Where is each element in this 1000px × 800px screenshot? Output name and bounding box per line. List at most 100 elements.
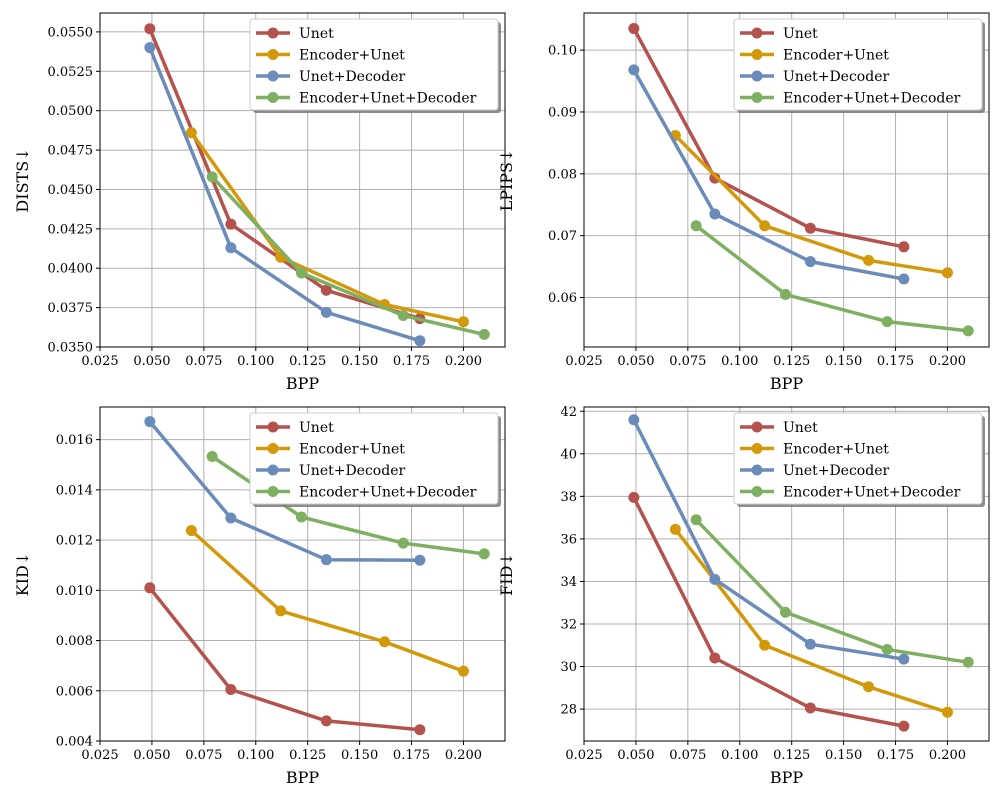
x-tick-label: 0.050 [133,748,170,763]
x-tick-label: 0.050 [617,354,654,369]
series-line-encoder-unet [189,130,466,324]
data-point [804,638,816,650]
legend-marker [267,421,279,433]
x-tick-label: 0.175 [393,748,430,763]
data-point [941,267,953,279]
data-point [709,208,721,220]
plot-frame [583,406,990,742]
x-tick-label: 0.100 [721,748,758,763]
y-tick-label: 0.0350 [48,341,94,356]
legend-label: Unet [783,420,818,436]
data-point [804,702,816,714]
y-tick-label: 0.010 [56,584,93,599]
series-line-unet-decoder [632,68,906,281]
legend-label: Encoder+Unet+Decoder [299,485,477,501]
legend-marker [751,49,763,60]
y-tick-label: 0.0375 [48,301,94,316]
data-point [863,254,875,266]
legend-marker [267,443,279,454]
data-point [206,171,218,183]
chart-panel-1: 0.025 0.050 0.075 0.100 0.125 0.150 0.175 0.200… [13,12,506,393]
plot-frame [99,406,506,742]
legend-box [733,412,983,505]
data-point [295,511,307,523]
x-tick-label: 0.175 [877,354,914,369]
series-line-encoder-unet [673,133,950,275]
data-point [225,218,237,230]
y-tick-label: 0.08 [548,167,577,182]
y-tick-label: 34 [560,575,577,590]
x-tick-label: 0.100 [721,354,758,369]
x-tick-label: 0.025 [81,748,118,763]
x-tick-label: 0.125 [289,354,326,369]
data-point [206,450,218,462]
legend-marker [267,49,279,60]
y-tick-label: 0.0400 [48,262,94,277]
legend-marker [267,464,279,476]
legend-label: Unet+Decoder [299,69,405,85]
data-point [709,652,721,664]
x-tick-label: 0.075 [669,748,706,763]
series-line-encoder-unet-decoder [694,224,970,333]
data-point [628,22,640,34]
plot-frame [99,12,506,348]
data-point [628,64,640,76]
x-tick-label: 0.175 [393,354,430,369]
data-point [144,23,156,35]
legend-marker [751,70,763,82]
legend-label: Encoder+Unet+Decoder [783,91,961,107]
data-point [295,267,307,279]
x-tick-label: 0.100 [237,354,274,369]
legend-label: Unet [783,26,818,42]
x-tick-label: 0.150 [341,748,378,763]
data-point [881,644,893,656]
y-tick-label: 0.004 [56,735,93,750]
x-tick-label: 0.075 [669,354,706,369]
series-line-encoder-unet-decoder [210,175,486,337]
x-tick-label: 0.200 [445,354,482,369]
y-tick-label: 42 [560,405,577,420]
legend-marker [751,27,763,39]
data-point [457,665,469,677]
data-point [863,681,875,693]
legend-label: Encoder+Unet [299,48,405,64]
y-tick-label: 0.014 [56,483,93,498]
legend-label: Unet [299,26,334,42]
data-point [881,316,893,328]
data-point [457,316,469,328]
legend: Unet Encoder+Unet Unet+Decoder Encoder+Unet… [249,412,501,507]
y-tick-label: 0.012 [56,534,93,549]
data-point [709,172,721,184]
legend-marker [267,27,279,39]
data-point [320,554,332,566]
x-tick-label: 0.025 [81,354,118,369]
legend-marker [751,421,763,433]
y-tick-label: 0.006 [56,684,93,699]
data-point [144,416,156,428]
y-tick-label: 0.0425 [48,222,94,237]
data-point [804,256,816,268]
y-tick-label: 0.016 [56,433,93,448]
x-tick-label: 0.125 [773,748,810,763]
data-point [397,537,409,549]
x-axis-label: BPP [286,374,320,393]
y-tick-label: 0.008 [56,634,93,649]
series-line-unet [632,26,906,249]
x-tick-label: 0.150 [825,354,862,369]
y-tick-label: 30 [560,660,577,675]
series-line-encoder-unet-decoder [694,518,970,665]
legend-marker [267,486,279,497]
x-tick-label: 0.050 [133,354,170,369]
data-point [478,548,490,560]
data-point [941,706,953,718]
data-point [185,525,197,537]
legend-marker [751,464,763,476]
x-tick-label: 0.200 [445,748,482,763]
legend-label: Encoder+Unet+Decoder [299,91,477,107]
y-axis-label: DISTS↓ [13,147,32,212]
plot-frame [583,12,990,348]
data-point [709,573,721,585]
data-point [898,720,910,732]
x-tick-label: 0.075 [185,354,222,369]
legend-label: Unet+Decoder [299,463,405,479]
